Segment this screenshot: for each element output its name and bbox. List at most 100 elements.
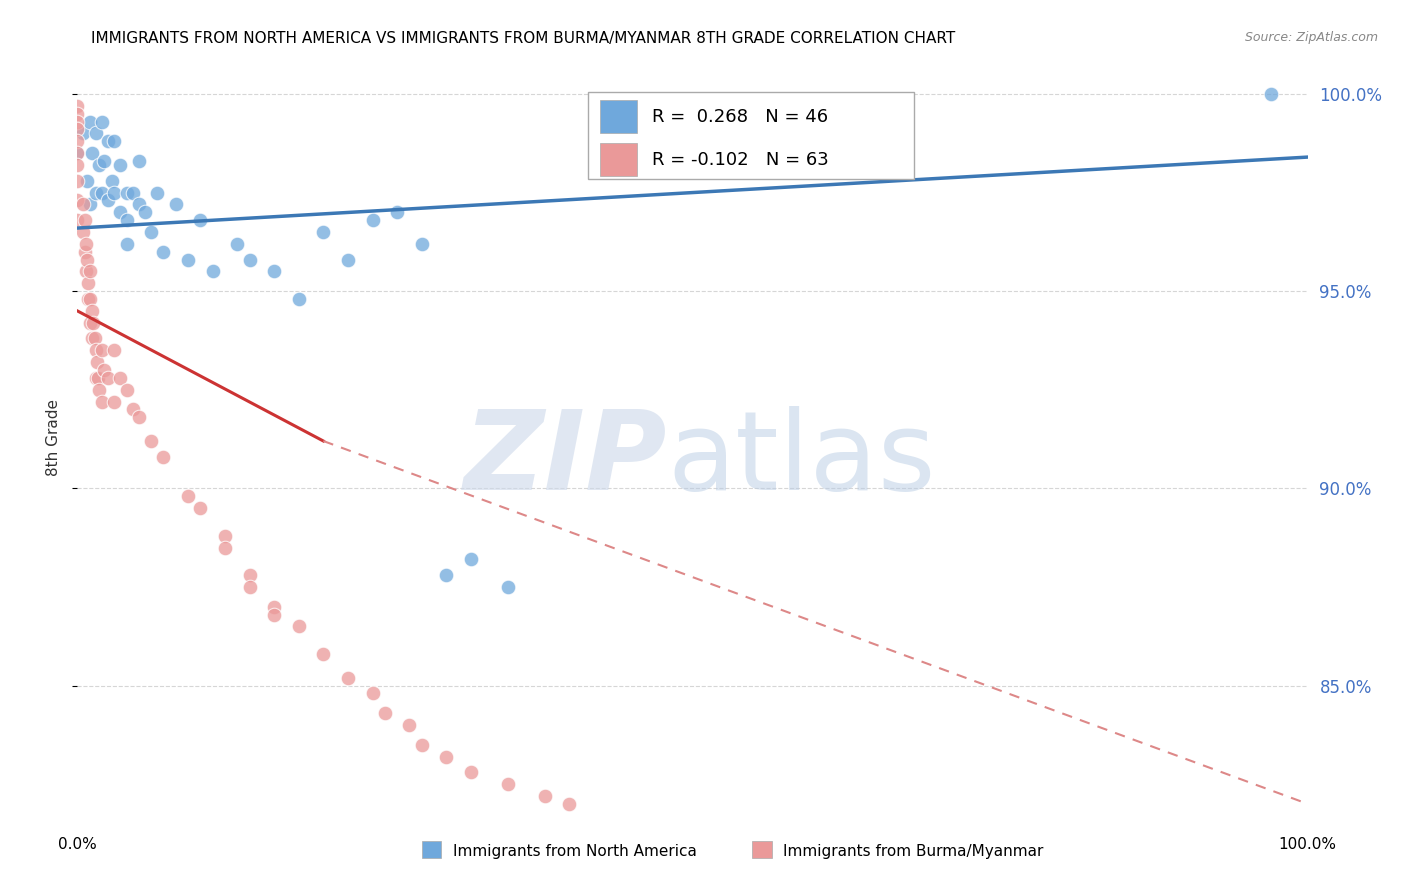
Point [103, 343, 125, 358]
Point [76, 174, 98, 188]
Point [496, 580, 519, 594]
Point [374, 706, 396, 720]
Point [128, 154, 150, 169]
Point [66, 122, 89, 136]
Bar [600, 143, 637, 177]
Point [460, 552, 482, 566]
Point [93, 363, 115, 377]
Point [337, 252, 360, 267]
Point [146, 186, 169, 200]
Text: IMMIGRANTS FROM NORTH AMERICA VS IMMIGRANTS FROM BURMA/MYANMAR 8TH GRADE CORRELA: IMMIGRANTS FROM NORTH AMERICA VS IMMIGRA… [91, 31, 956, 46]
Point [90, 343, 114, 358]
Point [79, 316, 101, 330]
Point [89, 158, 111, 172]
Point [66, 213, 89, 227]
Bar [752, 840, 772, 858]
Y-axis label: 8th Grade: 8th Grade [45, 399, 60, 475]
Point [103, 186, 125, 200]
Point [239, 568, 262, 582]
Point [534, 789, 557, 803]
Point [177, 489, 200, 503]
Point [398, 718, 420, 732]
Point [84, 186, 107, 200]
Point [214, 529, 236, 543]
Point [152, 450, 174, 464]
Text: R = -0.102   N = 63: R = -0.102 N = 63 [652, 151, 828, 169]
Bar [422, 840, 441, 858]
Point [115, 186, 138, 200]
Point [361, 686, 384, 700]
Point [411, 236, 433, 251]
Point [77, 277, 100, 291]
Point [82, 316, 104, 330]
Point [66, 174, 89, 188]
Point [128, 410, 150, 425]
Point [110, 371, 132, 385]
Point [226, 236, 249, 251]
Point [121, 186, 143, 200]
Point [97, 134, 120, 148]
FancyBboxPatch shape [588, 93, 914, 178]
Point [84, 343, 107, 358]
Point [288, 619, 311, 633]
Point [110, 205, 132, 219]
Point [128, 197, 150, 211]
Text: 100.0%: 100.0% [1278, 837, 1337, 852]
Point [214, 541, 236, 555]
Point [89, 383, 111, 397]
Point [436, 749, 458, 764]
Point [103, 394, 125, 409]
Point [110, 158, 132, 172]
Point [66, 114, 89, 128]
Point [82, 304, 104, 318]
Point [83, 331, 105, 345]
Point [79, 114, 101, 128]
Point [90, 186, 114, 200]
Point [385, 205, 409, 219]
Point [66, 106, 89, 120]
Text: atlas: atlas [668, 406, 936, 513]
Point [90, 394, 114, 409]
Point [72, 127, 94, 141]
Point [115, 236, 138, 251]
Point [141, 225, 163, 239]
Point [436, 568, 458, 582]
Point [239, 580, 262, 594]
Point [411, 738, 433, 752]
Point [90, 114, 114, 128]
Point [73, 244, 96, 259]
Point [75, 236, 97, 251]
Point [84, 371, 107, 385]
Point [76, 252, 98, 267]
Point [288, 292, 311, 306]
Point [188, 501, 212, 516]
Point [66, 146, 89, 161]
Point [87, 371, 110, 385]
Point [79, 197, 101, 211]
Point [82, 331, 104, 345]
Point [361, 213, 384, 227]
Point [496, 777, 519, 791]
Point [263, 264, 285, 278]
Text: Immigrants from North America: Immigrants from North America [453, 845, 696, 859]
Point [312, 647, 335, 661]
Point [82, 146, 104, 161]
Point [165, 197, 187, 211]
Point [558, 797, 581, 811]
Point [97, 371, 120, 385]
Point [1260, 87, 1282, 101]
Point [141, 434, 163, 448]
Point [66, 99, 89, 113]
Point [66, 146, 89, 161]
Text: R =  0.268   N = 46: R = 0.268 N = 46 [652, 108, 828, 126]
Text: Source: ZipAtlas.com: Source: ZipAtlas.com [1244, 31, 1378, 45]
Text: 0.0%: 0.0% [58, 837, 97, 852]
Point [66, 194, 89, 208]
Point [115, 383, 138, 397]
Bar [600, 100, 637, 134]
Point [75, 264, 97, 278]
Point [79, 292, 101, 306]
Point [93, 154, 115, 169]
Point [103, 134, 125, 148]
Point [66, 158, 89, 172]
